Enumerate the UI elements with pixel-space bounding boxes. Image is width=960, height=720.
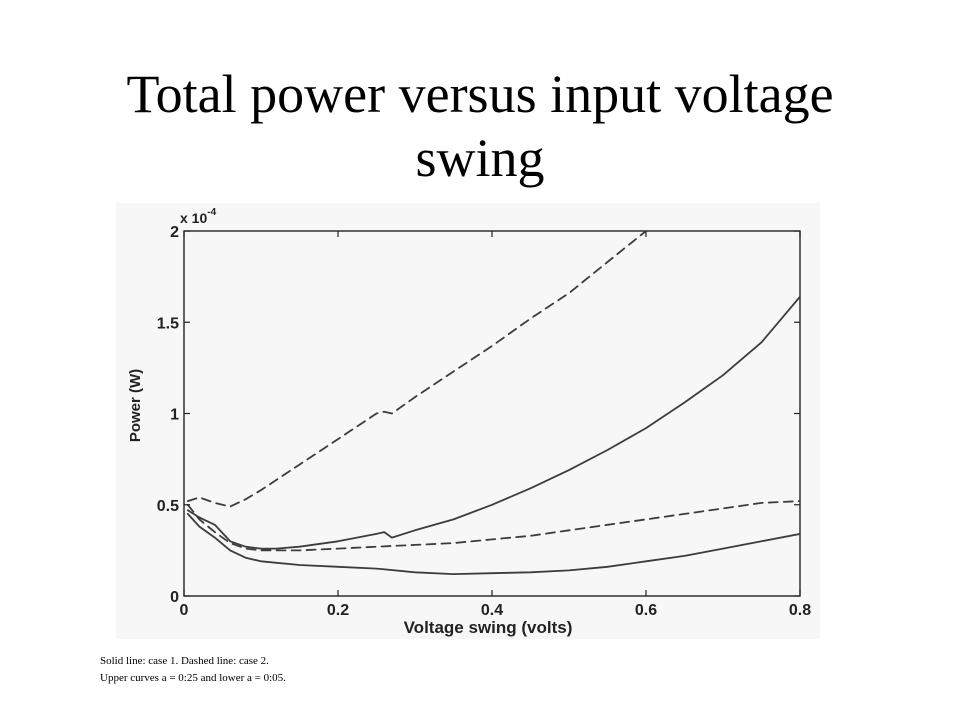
plot-frame (183, 230, 801, 597)
caption-line-2: Upper curves a = 0:25 and lower a = 0:05… (100, 672, 286, 684)
slide-title: Total power versus input voltage swing (0, 62, 960, 190)
y-tick-label: 1.5 (157, 315, 179, 332)
y-tick-label: 0 (170, 589, 179, 606)
y-axis-label: Power (W) (127, 369, 144, 442)
series-line-3-dashed (186, 231, 647, 508)
series-line-1-solid (186, 295, 800, 550)
caption-line-1: Solid line: case 1. Dashed line: case 2. (100, 655, 269, 667)
title-line-1: Total power versus input voltage (126, 64, 834, 124)
x-tick-label: 0 (180, 602, 189, 619)
power-chart: 0 0.2 0.4 0.6 0.8 0 0.5 1 1.5 2 x 10-4 Voltage sw… (116, 203, 820, 639)
chart-caption: Solid line: case 1. Dashed line: case 2.… (100, 653, 286, 687)
y-multiplier-label: x 10-4 (180, 207, 217, 226)
x-tick-label: 0.2 (327, 602, 349, 619)
x-tick-label: 0.6 (635, 602, 657, 619)
chart-ticks: 0 0.2 0.4 0.6 0.8 0 0.5 1 1.5 2 (157, 224, 811, 619)
y-tick-label: 0.5 (157, 498, 179, 515)
y-tick-label: 2 (170, 224, 179, 241)
series-line-4-dashed (186, 500, 800, 552)
power-chart-svg: 0 0.2 0.4 0.6 0.8 0 0.5 1 1.5 2 x 10-4 Voltage sw… (127, 207, 811, 637)
chart-axes (183, 230, 801, 597)
y-multiplier-base: x 10 (180, 210, 207, 226)
y-multiplier-exponent: -4 (207, 207, 216, 218)
x-axis-label: Voltage swing (volts) (404, 618, 573, 637)
series-line-2-solid (186, 513, 800, 575)
x-tick-label: 0.4 (481, 602, 503, 619)
title-line-2: swing (415, 128, 545, 188)
x-tick-label: 0.8 (789, 602, 811, 619)
chart-series-group (186, 231, 800, 575)
y-tick-label: 1 (170, 407, 179, 424)
